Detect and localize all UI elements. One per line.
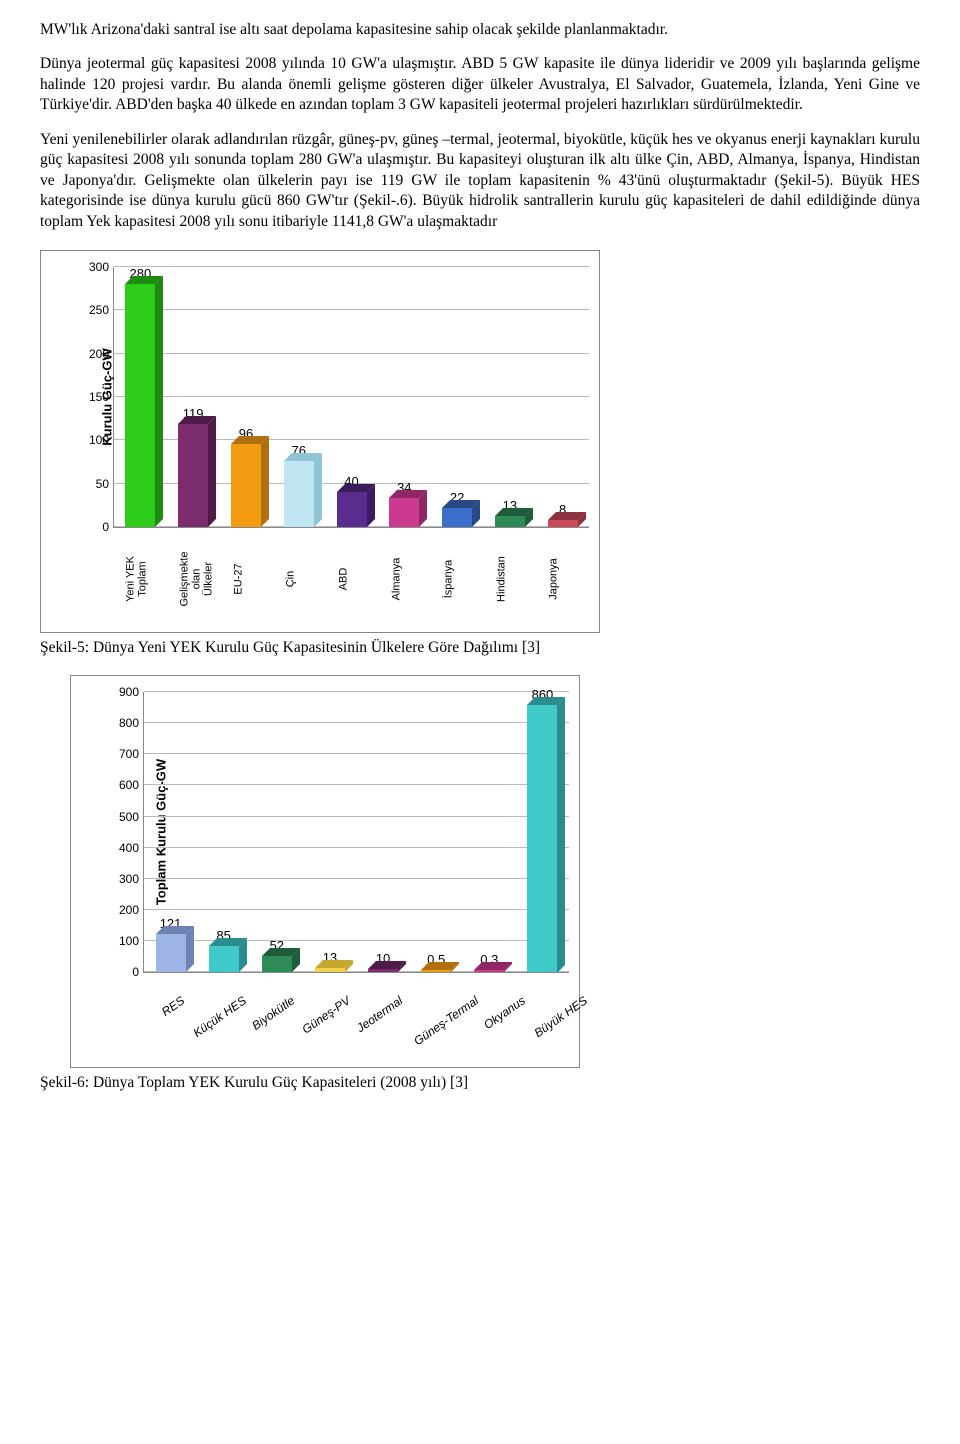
bar-slot: 860 <box>516 687 569 973</box>
bar-side <box>261 436 269 527</box>
bar-front <box>442 508 472 527</box>
bar-slot: 52 <box>250 938 303 972</box>
bar-slot: 0,5 <box>410 952 463 972</box>
bar-side <box>155 276 163 527</box>
bar-slot: 13 <box>303 950 356 972</box>
chart-6-caption: Şekil-6: Dünya Toplam YEK Kurulu Güç Kap… <box>40 1074 920 1092</box>
bar <box>527 705 557 973</box>
bar-slot: 10 <box>357 951 410 972</box>
bar <box>262 956 292 972</box>
bar <box>231 444 261 527</box>
bar-slot: 96 <box>220 426 273 527</box>
y-tick-label: 0 <box>102 520 114 534</box>
bar-front <box>389 498 419 527</box>
bar-slot: 119 <box>167 406 220 527</box>
y-tick-label: 900 <box>119 685 144 699</box>
bar <box>442 508 472 527</box>
bar-slot: 34 <box>378 480 431 527</box>
bar <box>389 498 419 527</box>
bar-front <box>368 969 398 972</box>
bar-slot: 280 <box>114 266 167 527</box>
paragraph-1: MW'lık Arizona'daki santral ise altı saa… <box>40 20 920 40</box>
y-tick-label: 0 <box>132 965 144 979</box>
page-container: MW'lık Arizona'daki santral ise altı saa… <box>20 0 940 1130</box>
bar <box>495 516 525 527</box>
y-tick-label: 400 <box>119 841 144 855</box>
paragraph-3: Yeni yenilenebilirler olarak adlandırıla… <box>40 130 920 232</box>
bar-front <box>495 516 525 527</box>
y-tick-label: 200 <box>89 347 114 361</box>
bar-front <box>337 492 367 527</box>
bar-side <box>419 490 427 527</box>
y-tick-label: 800 <box>119 716 144 730</box>
y-tick-label: 150 <box>89 390 114 404</box>
chart-6-x-labels: RESKüçük HESBiyokütleGüneş-PVJeotermalGü… <box>143 977 569 1057</box>
bar-front <box>474 970 504 972</box>
bar-side <box>557 697 565 973</box>
chart-5-frame: Kurulu Güç-GW 05010015020025030028011996… <box>40 250 600 633</box>
x-tick-label: Büyük HES <box>520 977 590 1040</box>
bar-front <box>527 705 557 973</box>
bar-front <box>262 956 292 972</box>
bar-front <box>178 424 208 527</box>
bar <box>474 970 504 972</box>
y-tick-label: 100 <box>119 934 144 948</box>
bar-slot: 121 <box>144 916 197 972</box>
bar-slot: 0,3 <box>463 952 516 972</box>
y-tick-label: 200 <box>119 903 144 917</box>
bar-front <box>315 968 345 972</box>
bar-side <box>186 926 194 972</box>
y-tick-label: 300 <box>89 260 114 274</box>
bar-front <box>231 444 261 527</box>
chart-6-plot-area: Toplam Kurulu Güç-GW 0100200300400500600… <box>143 692 569 973</box>
chart-5-plot-area: Kurulu Güç-GW 05010015020025030028011996… <box>113 267 589 528</box>
bar-slot: 8 <box>536 502 589 527</box>
bar-front <box>156 934 186 972</box>
bar-slot: 76 <box>272 443 325 527</box>
chart-5-block: Kurulu Güç-GW 05010015020025030028011996… <box>40 250 920 657</box>
x-tick-label: Jeotermal <box>343 977 406 1035</box>
bar-slot: 13 <box>483 498 536 527</box>
bars-row: 121855213100,50,3860 <box>144 692 569 972</box>
bar-front <box>548 520 578 527</box>
y-tick-label: 500 <box>119 810 144 824</box>
chart-6-block: Toplam Kurulu Güç-GW 0100200300400500600… <box>40 675 920 1092</box>
y-tick-label: 300 <box>119 872 144 886</box>
x-tick-label: Okyanus <box>470 977 528 1032</box>
bar-front <box>125 284 155 527</box>
bar-front <box>209 946 239 972</box>
bar <box>368 969 398 972</box>
bar-side <box>208 416 216 527</box>
bar-slot: 85 <box>197 928 250 972</box>
chart-5-x-labels: Yeni YEK ToplamGelişmekte olan ÜlkelerEU… <box>113 532 589 622</box>
bar <box>178 424 208 527</box>
bar <box>156 934 186 972</box>
bar <box>125 284 155 527</box>
y-tick-label: 250 <box>89 303 114 317</box>
bar <box>548 520 578 527</box>
bar <box>284 461 314 527</box>
bars-row: 2801199676403422138 <box>114 267 589 527</box>
y-tick-label: 600 <box>119 778 144 792</box>
bar <box>421 970 451 972</box>
x-tick-label: Güneş-Termal <box>399 977 480 1048</box>
bar-side <box>314 453 322 527</box>
bar-slot: 22 <box>431 490 484 527</box>
chart-6-frame: Toplam Kurulu Güç-GW 0100200300400500600… <box>70 675 580 1068</box>
paragraph-2: Dünya jeotermal güç kapasitesi 2008 yılı… <box>40 54 920 115</box>
bar-side <box>367 484 375 527</box>
bar-front <box>284 461 314 527</box>
y-tick-label: 100 <box>89 433 114 447</box>
bar <box>315 968 345 972</box>
y-tick-label: 50 <box>96 477 114 491</box>
x-tick-label: Küçük HES <box>179 977 249 1040</box>
bar <box>337 492 367 527</box>
bar-front <box>421 970 451 972</box>
chart-5-caption: Şekil-5: Dünya Yeni YEK Kurulu Güç Kapas… <box>40 639 920 657</box>
x-tick-label: Biyokütle <box>238 977 297 1033</box>
bar-slot: 40 <box>325 474 378 527</box>
bar <box>209 946 239 972</box>
y-tick-label: 700 <box>119 747 144 761</box>
x-tick-label: Japonya <box>516 553 610 606</box>
